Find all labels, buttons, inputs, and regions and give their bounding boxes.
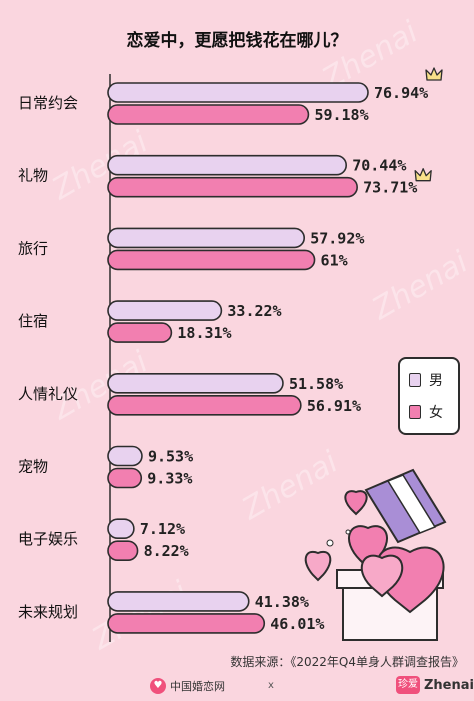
- crown-icon: [414, 168, 432, 182]
- bar-male: [107, 372, 284, 394]
- value-label-female: 61%: [321, 251, 348, 269]
- logo2-text: Zhenai: [424, 677, 474, 693]
- value-label-male: 9.53%: [148, 448, 193, 466]
- watermark-text: Zhenai: [236, 444, 345, 527]
- legend-label-male: 男: [429, 373, 443, 389]
- value-label-male: 33.22%: [227, 302, 281, 320]
- source-note: 数据来源：《2022年Q4单身人群调查报告》: [230, 655, 464, 669]
- category-label: 日常约会: [18, 94, 78, 112]
- watermark-text: Zhenai: [366, 244, 474, 327]
- value-label-male: 7.12%: [140, 520, 185, 538]
- bar-female: [107, 104, 310, 125]
- bar-male: [107, 82, 369, 103]
- bar-female: [107, 322, 173, 343]
- category-label: 人情礼仪: [18, 385, 78, 403]
- value-label-female: 9.33%: [147, 470, 192, 488]
- value-label-female: 46.01%: [270, 615, 324, 633]
- legend-label-female: 女: [429, 405, 443, 421]
- bar-male: [107, 227, 306, 249]
- chart-title: 恋爱中，更愿把钱花在哪儿？: [126, 31, 348, 51]
- legend-item-male: 男: [409, 371, 443, 389]
- bar-chart: 日常约会 76.94% 59.18% 礼物 70.44% 73.71% 旅行 57.92% 61…: [18, 67, 443, 634]
- logo-zhongguo-hunlianwang: ♥ 中国婚恋网: [150, 678, 225, 694]
- bar-male: [107, 300, 223, 321]
- value-label-male: 51.58%: [289, 375, 343, 393]
- logo-separator: x: [268, 680, 274, 691]
- bar-male: [107, 591, 250, 612]
- footer-logos: ♥ 中国婚恋网 x 珍爱 Zhenai: [0, 672, 474, 701]
- value-label-female: 18.31%: [177, 324, 231, 342]
- gift-box-hearts-illustration: [304, 468, 447, 641]
- category-label: 旅行: [18, 239, 48, 257]
- category-label: 宠物: [18, 458, 48, 476]
- legend-swatch-male: [409, 373, 421, 387]
- bar-male: [107, 445, 143, 467]
- category-label: 电子娱乐: [18, 530, 78, 548]
- bar-male: [107, 154, 348, 176]
- heart-logo-icon: ♥: [150, 678, 166, 694]
- legend-item-female: 女: [409, 403, 443, 421]
- logo-zhenai: 珍爱 Zhenai: [396, 676, 474, 694]
- value-label-female: 56.91%: [307, 397, 361, 415]
- bar-female: [107, 540, 139, 562]
- category-label: 住宿: [18, 312, 48, 330]
- bar-male: [107, 518, 135, 540]
- logo2-badge: 珍爱: [396, 676, 420, 694]
- value-label-female: 73.71%: [363, 179, 417, 197]
- value-label-male: 57.92%: [310, 229, 364, 247]
- bar-female: [107, 249, 316, 271]
- value-label-male: 41.38%: [255, 593, 309, 611]
- value-label-female: 59.18%: [314, 106, 368, 124]
- bar-female: [107, 613, 266, 634]
- value-label-female: 8.22%: [144, 542, 189, 560]
- crown-icon: [425, 67, 443, 81]
- bar-female: [107, 467, 143, 489]
- bar-female: [107, 176, 358, 198]
- value-label-male: 70.44%: [352, 157, 406, 175]
- legend: 男 女: [398, 357, 460, 435]
- logo1-text: 中国婚恋网: [170, 680, 225, 693]
- category-label: 未来规划: [18, 603, 78, 621]
- category-label: 礼物: [18, 167, 48, 185]
- value-label-male: 76.94%: [374, 84, 428, 102]
- bar-female: [107, 394, 302, 416]
- legend-swatch-female: [409, 405, 421, 419]
